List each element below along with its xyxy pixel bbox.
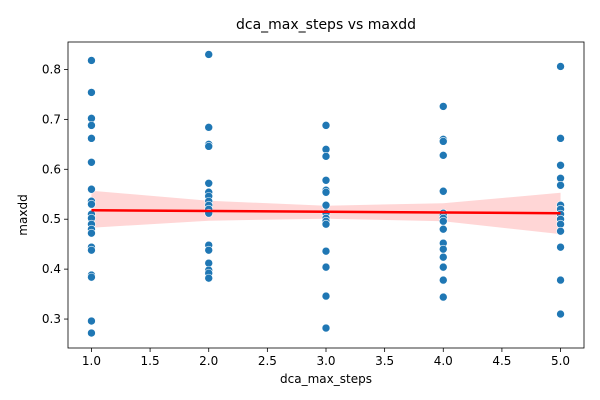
- regression-line: [91, 208, 561, 215]
- data-point: [87, 134, 96, 143]
- data-point: [87, 158, 96, 167]
- data-point: [321, 200, 331, 210]
- data-point: [87, 184, 96, 194]
- chart-title: dca_max_steps vs maxdd: [236, 17, 416, 33]
- data-point: [87, 228, 96, 238]
- data-point: [438, 275, 448, 285]
- x-tick-label: 1.5: [141, 354, 160, 368]
- data-point: [87, 56, 96, 65]
- data-point: [87, 121, 96, 130]
- data-point: [87, 316, 96, 326]
- y-tick-label: 0.5: [42, 212, 61, 226]
- x-axis-label: dca_max_steps: [280, 372, 372, 386]
- data-point: [87, 199, 96, 209]
- data-point: [438, 137, 448, 146]
- x-tick-label: 5.0: [551, 354, 570, 368]
- data-point: [87, 88, 96, 97]
- data-point: [438, 102, 448, 111]
- plot-frame: [67, 41, 585, 349]
- data-point: [438, 292, 448, 302]
- x-tick-label: 3.5: [375, 354, 394, 368]
- y-axis: 0.3 0.4 0.5 0.6 0.7 0.8: [42, 62, 68, 326]
- data-point: [321, 219, 331, 229]
- x-tick-label: 1.0: [82, 354, 101, 368]
- data-point: [438, 151, 448, 160]
- data-point: [556, 242, 565, 252]
- x-tick-label: 3.0: [316, 354, 335, 368]
- y-axis-label: maxdd: [16, 194, 30, 235]
- data-point: [438, 224, 448, 234]
- data-point: [556, 160, 565, 170]
- data-point: [321, 262, 331, 272]
- x-tick-label: 4.0: [434, 354, 453, 368]
- data-point: [321, 291, 331, 301]
- data-point: [438, 186, 448, 196]
- data-point: [87, 328, 96, 338]
- data-point: [321, 175, 331, 185]
- data-point: [204, 123, 214, 132]
- data-point: [438, 216, 448, 226]
- y-tick-label: 0.7: [42, 112, 61, 126]
- x-tick-label: 2.5: [258, 354, 277, 368]
- data-point: [87, 272, 96, 282]
- data-point: [438, 252, 448, 262]
- data-point: [204, 142, 214, 151]
- data-point: [204, 245, 214, 255]
- data-point: [87, 245, 96, 255]
- data-point: [321, 246, 331, 256]
- y-tick-label: 0.3: [42, 312, 61, 326]
- data-point: [204, 178, 214, 188]
- data-point: [556, 134, 565, 143]
- data-point: [204, 273, 214, 283]
- data-point: [321, 187, 331, 197]
- y-tick-label: 0.4: [42, 262, 61, 276]
- x-tick-label: 2.0: [199, 354, 218, 368]
- data-point: [556, 180, 565, 190]
- plot-area: [87, 50, 565, 338]
- data-point: [438, 244, 448, 254]
- data-point: [204, 50, 214, 59]
- data-point: [438, 262, 448, 272]
- data-point: [321, 323, 331, 333]
- data-point: [321, 152, 331, 161]
- data-point: [556, 309, 565, 319]
- x-tick-label: 4.5: [492, 354, 511, 368]
- data-point: [556, 275, 565, 285]
- y-tick-label: 0.8: [42, 62, 61, 76]
- y-tick-label: 0.6: [42, 162, 61, 176]
- x-axis: 1.0 1.5 2.0 2.5 3.0 3.5 4.0 4.5 5.0: [82, 348, 570, 368]
- data-point: [321, 121, 331, 130]
- data-point: [556, 226, 565, 236]
- data-point: [556, 62, 565, 71]
